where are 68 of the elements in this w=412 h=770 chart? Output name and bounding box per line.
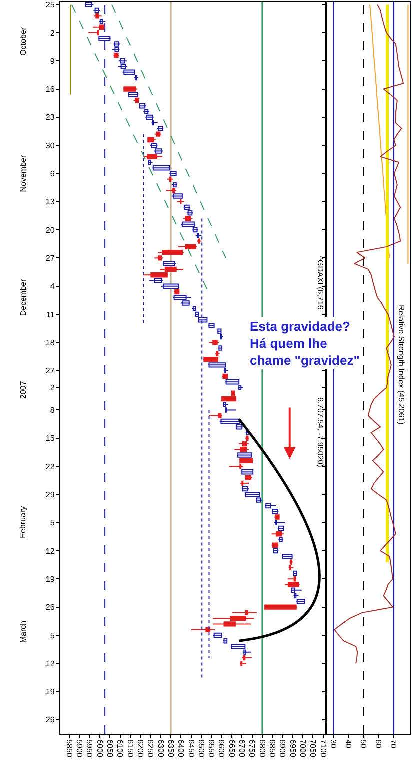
x-tick-label: 50 (359, 740, 368, 750)
x-tick-label: 5900 (75, 740, 84, 758)
y-tick-label: 16 (46, 85, 56, 94)
x-tick-label: 6450 (186, 740, 196, 758)
y-tick-label: 19 (46, 688, 56, 697)
x-tick-label: 6200 (136, 740, 146, 758)
y-tick-label: 5 (50, 631, 56, 640)
y-tick-label: 11 (46, 310, 56, 320)
text: December (18, 278, 28, 316)
y-tick-label: 15 (46, 434, 56, 444)
x-tick-label: 6950 (288, 740, 298, 758)
y-tick-label: 20 (46, 226, 56, 235)
x-tick-label: 6600 (217, 740, 226, 758)
text: November (18, 155, 28, 192)
x-tick-label: 7100 (318, 740, 328, 758)
x-tick-label: 6150 (126, 740, 135, 758)
x-tick-label: 6350 (166, 740, 176, 758)
x-tick-label: 7000 (298, 740, 308, 758)
y-tick-label: 2 (50, 384, 56, 393)
x-tick-label: 6900 (278, 740, 288, 758)
y-tick-label: 25 (46, 0, 56, 10)
y-tick-label: 22 (46, 462, 56, 472)
x-tick-label: 70 (389, 740, 398, 750)
annotation: 6,707.54, -7.95020) (316, 397, 326, 468)
annotation: Esta gravidade? Há quem lhe chame "gravidez" (250, 319, 360, 368)
x-tick-label: 6800 (258, 740, 267, 758)
y-tick-label: 27 (46, 254, 56, 263)
y-tick-label: 4 (50, 282, 56, 292)
x-tick-label: 6400 (176, 740, 186, 758)
y-tick-label: 12 (46, 659, 56, 668)
y-tick-label: 18 (46, 338, 56, 348)
x-tick-label: 6050 (106, 740, 115, 758)
x-tick-label: 6000 (95, 740, 104, 758)
y-tick-label: 23 (46, 113, 56, 122)
x-tick-label: 6650 (227, 740, 236, 758)
x-tick-label: 6300 (156, 740, 166, 758)
x-tick-label: 6850 (268, 740, 277, 758)
y-tick-label: 19 (46, 574, 56, 584)
x-tick-label: 5850 (64, 740, 74, 758)
y-tick-label: 12 (46, 546, 56, 556)
x-tick-label: 6550 (207, 740, 216, 758)
x-tick-label: 30 (329, 740, 338, 750)
y-tick-label: 9 (50, 56, 56, 66)
x-tick-label: 60 (374, 740, 384, 750)
annotation: Relative Strength Index (45.2061) (397, 305, 406, 426)
y-tick-label: 13 (46, 198, 56, 207)
y-tick-label: 5 (50, 518, 56, 528)
x-tick-label: 5950 (85, 740, 94, 758)
x-tick-label: 6700 (238, 740, 247, 758)
y-tick-label: 26 (46, 603, 56, 612)
text: March (18, 620, 28, 644)
x-tick-label: 6750 (248, 740, 257, 758)
y-tick-label: 8 (50, 406, 56, 416)
x-tick-label: 40 (344, 740, 354, 750)
x-tick-label: 7050 (308, 740, 318, 758)
y-tick-label: 26 (46, 716, 56, 725)
y-tick-label: 27 (46, 366, 56, 376)
text: October (19, 27, 28, 56)
y-tick-label: 6 (50, 170, 56, 179)
text: 2007 (18, 380, 28, 400)
y-tick-label: 2 (50, 28, 56, 38)
y-tick-label: 29 (46, 490, 56, 500)
text: February (18, 506, 28, 538)
x-tick-label: 6250 (146, 740, 156, 758)
x-tick-label: 6100 (116, 740, 125, 758)
x-tick-label: 6500 (196, 740, 206, 758)
y-tick-label: 30 (46, 141, 56, 150)
annotation: ^GDAXI (6,716 (316, 256, 325, 310)
